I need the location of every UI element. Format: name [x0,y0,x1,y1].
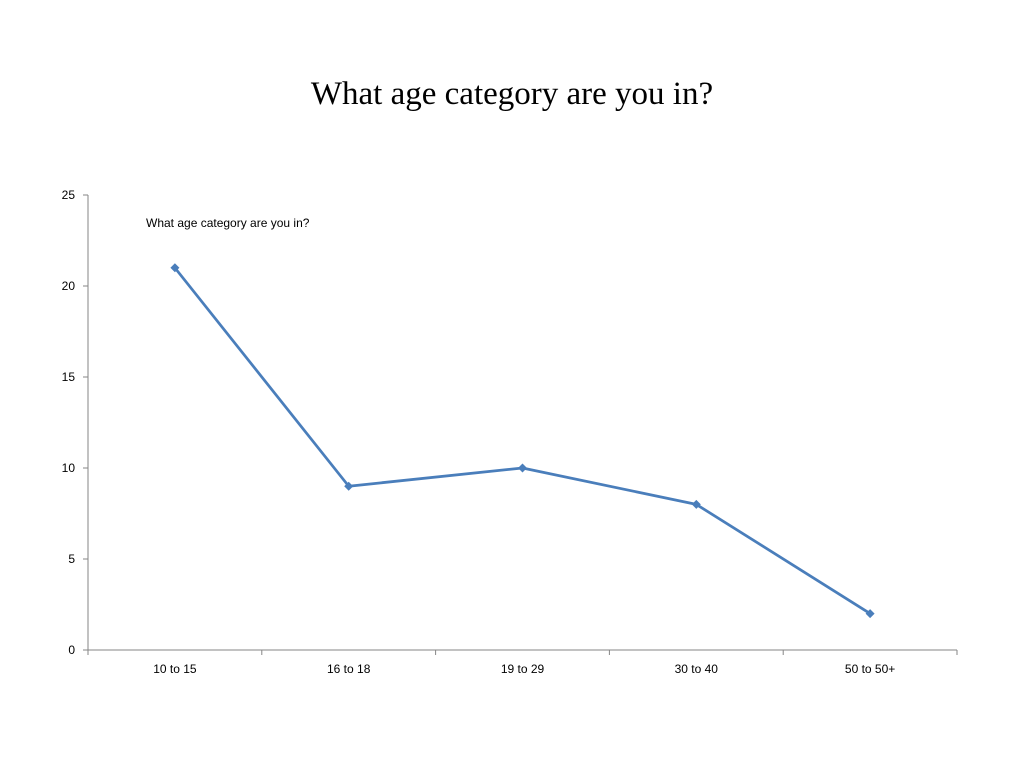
data-point-marker [865,609,875,619]
data-point-marker [691,499,701,509]
x-category-label: 50 to 50+ [845,662,895,676]
series-layer: What age category are you in? [146,216,875,619]
slide-title: What age category are you in? [310,76,714,112]
y-tick-label: 0 [68,643,75,657]
data-point-marker [170,263,180,273]
x-category-label: 16 to 18 [327,662,371,676]
y-tick-label: 10 [62,461,76,475]
chart-axes: 0 5 10 15 20 25 10 to 15 16 to 18 19 to 29 30 to… [62,188,958,676]
y-tick-label: 15 [62,370,76,384]
y-tick-label: 25 [62,188,76,202]
x-axis-ticks: 10 to 15 16 to 18 19 to 29 30 to 40 50 to 50… [87,650,958,676]
x-category-label: 10 to 15 [153,662,197,676]
x-category-label: 19 to 29 [501,662,545,676]
y-tick-label: 5 [68,552,75,566]
series-name-label: What age category are you in? [146,216,310,230]
y-axis-ticks: 0 5 10 15 20 25 [62,188,88,657]
data-point-marker [518,463,527,473]
y-tick-label: 20 [62,279,76,293]
x-category-label: 30 to 40 [675,662,719,676]
series-line [173,266,871,615]
data-point-marker [344,481,354,491]
